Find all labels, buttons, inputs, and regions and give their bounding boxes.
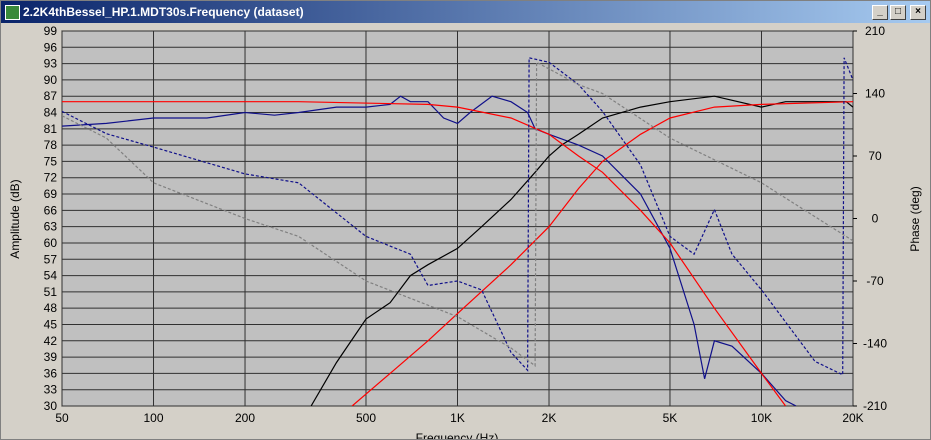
y2-tick-label: 70 — [868, 149, 882, 163]
window-title: 2.2K4thBessel_HP.1.MDT30s.Frequency (dat… — [23, 5, 304, 19]
x-tick-label: 10K — [751, 411, 772, 425]
y-tick-label: 75 — [44, 154, 58, 168]
series-line — [62, 61, 853, 367]
plot-lines — [62, 57, 853, 406]
x-tick-label: 50 — [55, 411, 69, 425]
x-tick-label: 500 — [356, 411, 376, 425]
y-tick-label: 30 — [44, 399, 58, 413]
x-tick-label: 100 — [143, 411, 163, 425]
maximize-button[interactable]: □ — [890, 5, 906, 20]
y2-tick-label: -210 — [863, 399, 887, 413]
y2-axis-label: Phase (deg) — [908, 186, 922, 251]
y2-tick-label: -140 — [863, 337, 887, 351]
y-tick-label: 33 — [44, 383, 58, 397]
close-button[interactable]: × — [910, 5, 926, 20]
y-tick-label: 39 — [44, 350, 58, 364]
y-tick-label: 99 — [44, 24, 58, 38]
y-tick-label: 57 — [44, 252, 58, 266]
y2-tick-label: 0 — [872, 212, 879, 226]
y-tick-label: 63 — [44, 220, 58, 234]
y-tick-label: 78 — [44, 138, 58, 152]
y-axis-label: Amplitude (dB) — [8, 179, 22, 258]
x-tick-label: 20K — [842, 411, 863, 425]
series-line — [351, 101, 853, 406]
y-tick-label: 69 — [44, 187, 58, 201]
series-line — [62, 101, 787, 406]
app-icon — [5, 5, 20, 20]
y-tick-label: 54 — [44, 269, 58, 283]
y-tick-label: 60 — [44, 236, 58, 250]
y2-tick-label: 210 — [865, 24, 885, 38]
series-line — [62, 95, 797, 406]
x-tick-label: 2K — [542, 411, 557, 425]
y-tick-label: 51 — [44, 285, 58, 299]
y-tick-label: 93 — [44, 57, 58, 71]
y2-tick-label: 140 — [865, 87, 885, 101]
y-tick-label: 84 — [44, 106, 58, 120]
y-tick-label: 72 — [44, 171, 58, 185]
x-tick-label: 1K — [450, 411, 465, 425]
y-tick-label: 90 — [44, 73, 58, 87]
minimize-button[interactable]: _ — [872, 5, 888, 20]
chart: Amplitude (dB) Phase (deg) Frequency (Hz… — [8, 24, 922, 439]
y-tick-label: 42 — [44, 334, 58, 348]
y-tick-label: 48 — [44, 301, 58, 315]
y-tick-label: 45 — [44, 317, 58, 331]
y-tick-label: 36 — [44, 366, 58, 380]
y-tick-label: 96 — [44, 40, 58, 54]
x-tick-label: 5K — [663, 411, 678, 425]
y-tick-label: 66 — [44, 203, 58, 217]
y-tick-label: 87 — [44, 89, 58, 103]
y-tick-label: 81 — [44, 122, 58, 136]
y2-tick-label: -70 — [866, 274, 884, 288]
x-tick-label: 200 — [235, 411, 255, 425]
title-bar: 2.2K4thBessel_HP.1.MDT30s.Frequency (dat… — [1, 1, 930, 23]
x-axis-label: Frequency (Hz) — [416, 431, 499, 439]
series-line — [62, 57, 853, 376]
